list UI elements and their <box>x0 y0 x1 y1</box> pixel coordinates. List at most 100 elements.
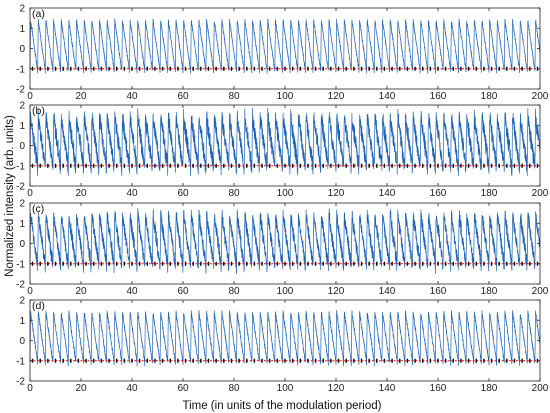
event-marker <box>330 358 332 363</box>
event-marker <box>291 261 294 266</box>
intensity-trace-2 <box>29 108 541 176</box>
event-marker <box>284 66 286 71</box>
event-marker <box>70 261 72 266</box>
event-marker <box>47 163 49 168</box>
event-marker <box>238 261 240 266</box>
event-marker <box>70 66 72 71</box>
event-marker <box>154 358 156 363</box>
event-marker <box>322 163 324 168</box>
event-marker <box>54 66 57 71</box>
event-marker <box>506 358 508 363</box>
event-marker <box>475 163 477 168</box>
event-marker <box>62 261 64 266</box>
event-marker <box>307 358 309 363</box>
event-marker <box>521 66 523 71</box>
event-marker <box>116 358 118 363</box>
x-tick-label: 200 <box>532 91 549 102</box>
event-marker <box>391 163 393 168</box>
event-marker <box>368 163 370 168</box>
event-marker <box>475 358 477 363</box>
event-marker <box>93 261 95 266</box>
event-marker <box>345 261 347 266</box>
event-marker <box>291 66 294 71</box>
event-marker <box>467 163 470 168</box>
x-tick-label: 40 <box>126 383 138 394</box>
y-tick-label: 0 <box>19 336 25 347</box>
event-marker <box>353 163 355 168</box>
event-marker <box>131 261 133 266</box>
event-marker <box>529 66 531 71</box>
event-marker <box>529 358 531 363</box>
event-marker <box>376 358 378 363</box>
event-marker <box>444 163 447 168</box>
event-marker <box>261 261 263 266</box>
event-marker <box>406 261 409 266</box>
event-marker <box>330 163 332 168</box>
event-marker <box>238 163 240 168</box>
x-tick-label: 100 <box>277 188 294 199</box>
event-marker <box>62 163 64 168</box>
event-marker <box>207 66 210 71</box>
x-tick-label: 60 <box>177 383 189 394</box>
event-marker <box>391 66 393 71</box>
event-marker <box>70 163 72 168</box>
x-tick-label: 20 <box>75 91 87 102</box>
event-marker <box>376 163 378 168</box>
event-marker <box>291 358 294 363</box>
event-marker <box>330 66 332 71</box>
event-marker <box>261 358 263 363</box>
event-marker <box>100 358 103 363</box>
event-marker <box>406 358 409 363</box>
event-marker <box>200 358 202 363</box>
panel-label-4: (d) <box>32 300 45 312</box>
event-marker <box>360 163 363 168</box>
event-marker <box>100 66 103 71</box>
event-marker <box>215 261 217 266</box>
event-marker <box>39 261 41 266</box>
x-tick-label: 180 <box>481 91 498 102</box>
event-marker <box>223 261 225 266</box>
event-marker <box>146 261 148 266</box>
event-marker <box>154 163 156 168</box>
event-marker <box>230 358 233 363</box>
event-marker <box>506 163 508 168</box>
event-marker <box>123 261 126 266</box>
y-tick-label: -2 <box>16 182 25 193</box>
event-marker <box>207 163 210 168</box>
event-marker <box>353 358 355 363</box>
event-marker <box>444 66 447 71</box>
event-marker <box>116 163 118 168</box>
x-tick-label: 180 <box>481 188 498 199</box>
panel-label-3: (c) <box>32 203 44 215</box>
y-tick-label: -2 <box>16 280 25 291</box>
event-marker <box>70 358 72 363</box>
event-marker <box>498 66 500 71</box>
event-marker <box>399 163 401 168</box>
x-tick-label: 120 <box>328 383 345 394</box>
event-marker <box>498 163 500 168</box>
event-marker <box>490 163 493 168</box>
event-marker <box>284 358 286 363</box>
event-marker <box>246 358 248 363</box>
event-marker <box>276 163 279 168</box>
event-marker <box>223 358 225 363</box>
event-marker <box>307 261 309 266</box>
intensity-trace-1 <box>29 18 541 74</box>
event-marker <box>200 261 202 266</box>
event-marker <box>513 358 516 363</box>
y-tick-label: 1 <box>19 219 25 230</box>
event-marker <box>85 66 87 71</box>
event-marker <box>161 66 164 71</box>
x-tick-label: 140 <box>379 91 396 102</box>
event-marker <box>138 66 141 71</box>
event-marker <box>460 261 462 266</box>
event-marker <box>368 66 370 71</box>
event-marker <box>184 163 187 168</box>
event-marker <box>77 358 80 363</box>
x-tick-label: 160 <box>430 91 447 102</box>
event-marker <box>184 261 187 266</box>
event-marker <box>253 358 256 363</box>
event-marker <box>513 66 516 71</box>
event-marker <box>391 261 393 266</box>
event-marker <box>93 358 95 363</box>
